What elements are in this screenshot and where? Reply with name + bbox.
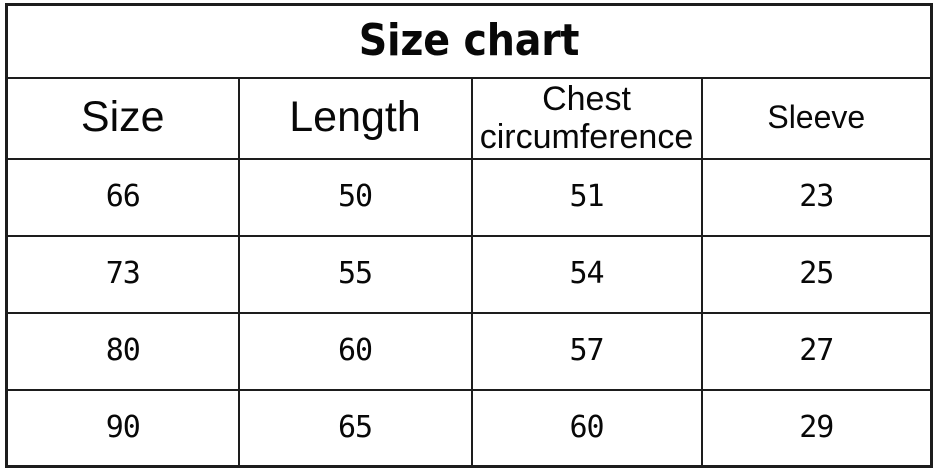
page-title: Size chart — [6, 4, 932, 79]
cell-sleeve: 29 — [700, 388, 932, 467]
column-header-chest-circumference: Chest circumference — [470, 76, 703, 160]
cell-chest: 51 — [470, 157, 703, 237]
table-row: 73 55 54 25 — [6, 234, 932, 314]
cell-size: 73 — [6, 234, 240, 314]
table-title-row: Size chart — [6, 4, 932, 79]
cell-sleeve: 25 — [700, 234, 932, 314]
cell-sleeve: 23 — [700, 157, 932, 237]
table-row: 66 50 51 23 — [6, 157, 932, 237]
table-row: 80 60 57 27 — [6, 311, 932, 391]
cell-length: 60 — [237, 311, 473, 391]
cell-length: 65 — [237, 388, 473, 467]
cell-length: 50 — [237, 157, 473, 237]
table-row: 90 65 60 29 — [6, 388, 932, 467]
table-header-row: Size Length Chest circumference Sleeve — [6, 76, 932, 160]
cell-length: 55 — [237, 234, 473, 314]
cell-chest: 54 — [470, 234, 703, 314]
column-header-length: Length — [237, 76, 473, 160]
cell-chest: 60 — [470, 388, 703, 467]
cell-size: 80 — [6, 311, 240, 391]
size-chart-container: Size chart Size Length Chest circumferen… — [5, 3, 934, 468]
column-header-sleeve: Sleeve — [700, 76, 932, 160]
cell-size: 90 — [6, 388, 240, 467]
cell-chest: 57 — [470, 311, 703, 391]
cell-size: 66 — [6, 157, 240, 237]
size-chart-table: Size chart Size Length Chest circumferen… — [5, 3, 934, 468]
cell-sleeve: 27 — [700, 311, 932, 391]
column-header-size: Size — [6, 76, 240, 160]
